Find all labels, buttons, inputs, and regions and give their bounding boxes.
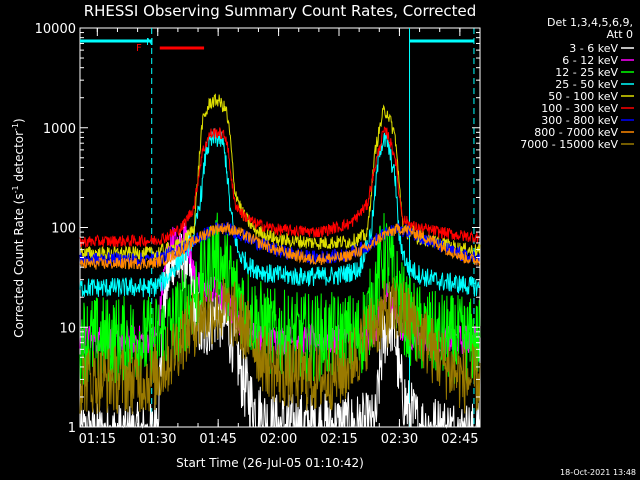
legend-header-detectors: Det 1,3,4,5,6,9,: [547, 16, 633, 29]
x-tick-label-01:45: 01:45: [199, 432, 236, 447]
series-line-7: [79, 221, 481, 271]
y-title-mid: detector: [12, 131, 26, 186]
x-tick-label-02:00: 02:00: [260, 432, 297, 447]
legend-label-3: 25 - 50 keV: [555, 78, 618, 91]
y-tick-label-100: 100: [51, 222, 76, 237]
y-title-sup-2: -1: [11, 123, 20, 131]
flag-label-f: F: [136, 43, 142, 54]
legend-label-2: 12 - 25 keV: [555, 66, 618, 79]
y-title-main: Corrected Count Rate (s: [12, 193, 26, 337]
legend-label-0: 3 - 6 keV: [569, 42, 618, 55]
y-title-end: ): [12, 118, 26, 123]
y-axis-title: Corrected Count Rate (s-1 detector-1): [11, 118, 26, 337]
x-tick-label-02:45: 02:45: [441, 432, 478, 447]
chart-title: RHESSI Observing Summary Count Rates, Co…: [84, 2, 477, 20]
legend-header-attenuator: Att 0: [607, 28, 633, 41]
series-line-8: [79, 277, 481, 415]
series-line-3: [79, 128, 481, 298]
legend-label-6: 300 - 800 keV: [541, 114, 618, 127]
axis-ticks: 01:15 01:30 01:45 02:00 02:15 02:30 02:45 10000…: [35, 22, 481, 447]
x-axis-title: Start Time (26-Jul-05 01:10:42): [176, 456, 364, 470]
series-lines: [79, 93, 481, 429]
legend-label-1: 6 - 12 keV: [562, 54, 618, 67]
generation-timestamp: 18-Oct-2021 13:48: [560, 468, 636, 477]
flag-bars: [80, 39, 474, 50]
y-tick-label-1: 1: [68, 421, 76, 436]
series-line-5: [79, 126, 480, 248]
legend-label-8: 7000 - 15000 keV: [520, 138, 618, 151]
legend-label-4: 50 - 100 keV: [548, 90, 618, 103]
x-tick-label-02:15: 02:15: [320, 432, 357, 447]
x-tick-label-01:15: 01:15: [79, 432, 116, 447]
legend-label-7: 800 - 7000 keV: [534, 126, 618, 139]
legend-label-5: 100 - 300 keV: [541, 102, 618, 115]
x-tick-label-01:30: 01:30: [139, 432, 176, 447]
x-tick-label-02:30: 02:30: [381, 432, 418, 447]
y-tick-label-10000: 10000: [35, 22, 76, 37]
y-tick-label-1000: 1000: [43, 122, 76, 137]
series-line-2: [79, 212, 481, 385]
flag-label-n: N: [146, 37, 153, 48]
y-tick-label-10: 10: [59, 321, 76, 336]
series-line-0: [79, 222, 481, 429]
y-title-sup-1: -1: [11, 185, 20, 193]
